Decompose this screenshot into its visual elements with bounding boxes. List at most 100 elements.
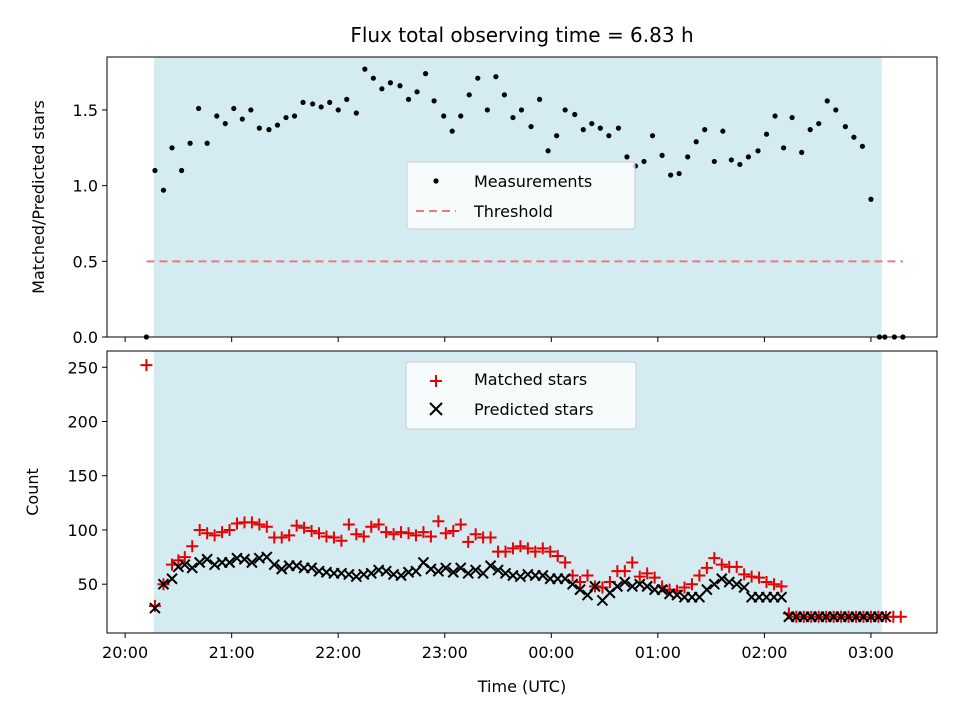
predicted-star-point: [716, 573, 728, 585]
predicted-star-point: [619, 576, 631, 588]
predicted-star-points: [149, 551, 892, 623]
legend-measurements-marker: [433, 178, 439, 184]
measurement-point: [362, 66, 368, 72]
measurement-point: [868, 196, 874, 202]
y-tick-label: 50: [78, 575, 98, 594]
predicted-star-point: [574, 583, 586, 596]
measurement-point: [441, 113, 447, 119]
predicted-star-point: [172, 561, 185, 573]
x-tick-label: 21:00: [209, 643, 255, 662]
measurement-point: [554, 133, 560, 139]
matched-star-point: [499, 545, 512, 558]
matched-star-point: [708, 552, 721, 565]
measurement-point: [214, 113, 220, 119]
matched-star-point: [424, 530, 437, 543]
measurement-point: [169, 145, 175, 151]
matched-star-point: [536, 542, 549, 555]
measurement-point: [196, 105, 202, 112]
measurement-point: [702, 127, 708, 133]
matched-star-point: [730, 560, 743, 573]
predicted-star-point: [395, 569, 407, 582]
measurement-point: [536, 96, 543, 102]
measurement-point: [763, 131, 770, 137]
matched-star-point: [409, 529, 422, 542]
y-tick-label: 100: [67, 521, 98, 540]
measurement-point: [204, 140, 210, 146]
count-legend: Matched stars Predicted stars: [405, 361, 637, 430]
measurement-point: [493, 74, 499, 80]
matched-star-point: [230, 517, 243, 530]
predicted-star-point: [775, 591, 788, 603]
matched-star-point: [529, 545, 542, 558]
measurement-point: [641, 158, 647, 165]
y-tick-label: 150: [67, 467, 98, 486]
predicted-star-point: [701, 583, 713, 596]
measurement-point: [397, 83, 403, 89]
matched-star-point: [283, 529, 296, 542]
predicted-star-point: [880, 611, 892, 623]
count-x-ticks: 20:00 21:00 22:00 23:00 00:00 01:00 02:00 03:00: [102, 633, 894, 662]
measurement-point: [606, 133, 612, 139]
measurement-point: [755, 148, 761, 154]
matched-star-point: [193, 523, 206, 536]
measurement-point: [816, 120, 822, 127]
predicted-star-point: [179, 558, 191, 571]
measurement-point: [458, 113, 464, 119]
measurement-point: [387, 80, 394, 86]
matched-star-point: [216, 526, 229, 539]
predicted-star-point: [149, 602, 161, 614]
x-tick-label: 23:00: [422, 643, 468, 662]
predicted-star-point: [447, 566, 459, 578]
count-y-axis-label: Count: [23, 468, 42, 516]
count-panel-frame: [106, 350, 938, 634]
y-tick-label: 0.5: [73, 252, 98, 271]
matched-star-point: [738, 568, 751, 581]
measurement-point: [789, 114, 795, 121]
matched-star-point: [484, 531, 497, 544]
measurement-point: [256, 125, 262, 131]
matched-star-point: [387, 528, 400, 541]
measurement-point: [310, 101, 316, 107]
measurement-point: [283, 114, 289, 121]
x-tick-label: 03:00: [848, 643, 894, 662]
measurement-point: [266, 127, 272, 133]
legend-predicted-label: Predicted stars: [474, 400, 594, 419]
measurement-point: [300, 99, 306, 106]
matched-star-point: [342, 518, 355, 531]
measurement-point: [510, 114, 516, 121]
matched-star-point: [469, 528, 482, 541]
matched-star-point: [581, 569, 594, 582]
predicted-star-point: [455, 562, 467, 574]
measurement-point: [624, 154, 630, 160]
predicted-star-point: [201, 553, 213, 565]
matched-star-point: [245, 516, 258, 529]
matched-star-point: [462, 535, 475, 548]
predicted-star-point: [730, 578, 743, 590]
measurement-point: [353, 110, 359, 116]
matched-star-point: [253, 518, 266, 531]
matched-star-point: [365, 520, 378, 533]
matched-star-point: [223, 523, 236, 536]
legend-threshold-label: Threshold: [473, 202, 553, 221]
measurement-point: [833, 107, 839, 113]
matched-star-point: [140, 359, 153, 372]
measurement-point: [178, 167, 185, 174]
y-tick-label: 1.0: [73, 177, 98, 196]
predicted-star-point: [157, 578, 170, 590]
predicted-star-point: [380, 565, 392, 577]
predicted-star-point: [305, 562, 318, 574]
predicted-star-point: [365, 567, 377, 580]
measurement-point: [187, 140, 193, 146]
matched-star-point: [626, 556, 639, 569]
ratio-panel: 0.0 0.5 1.0 1.5 Matched/Predicted stars Mea…: [29, 56, 938, 347]
predicted-star-point: [589, 580, 601, 593]
count-legend-box: [405, 361, 637, 430]
measurement-point: [572, 111, 578, 118]
matched-star-point: [693, 569, 706, 582]
predicted-star-point: [469, 564, 482, 576]
predicted-star-point: [484, 560, 497, 572]
measurement-point: [693, 139, 699, 145]
matched-star-point: [753, 571, 766, 584]
measurement-points: [143, 66, 906, 340]
matched-star-point: [372, 518, 385, 531]
